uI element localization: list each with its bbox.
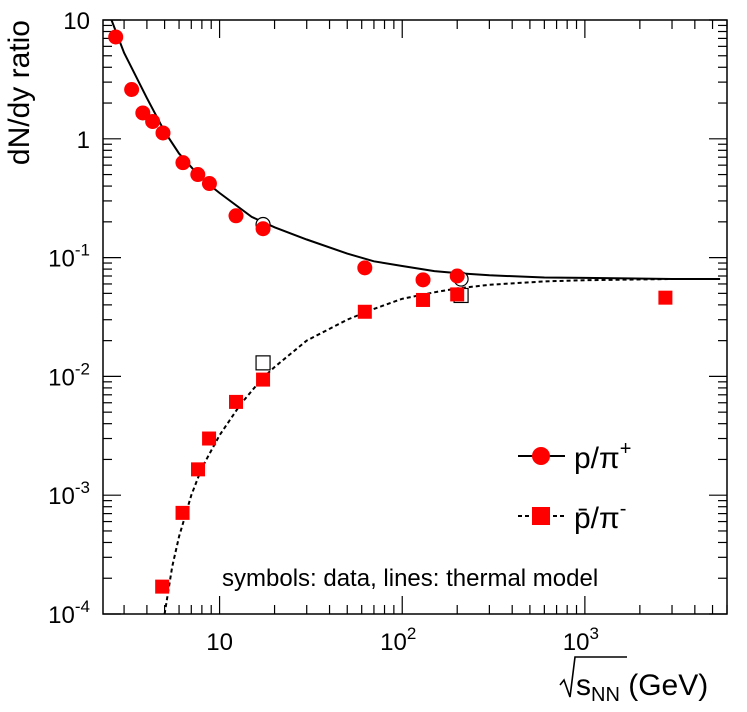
data-point-pbar-pi xyxy=(450,287,465,302)
y-tick-label-exponent: -1 xyxy=(75,241,90,260)
data-points xyxy=(108,29,673,594)
y-tick-label-base: 10 xyxy=(48,246,75,273)
x-label-s: s xyxy=(576,669,591,702)
y-tick-label: 1 xyxy=(77,127,90,154)
data-point-p-pi xyxy=(190,167,206,183)
legend-entry-pbar-pi: p̄/π- xyxy=(518,498,626,535)
svg-text:p/π+: p/π+ xyxy=(574,438,631,475)
data-point-pbar-pi xyxy=(416,292,431,307)
x-label-unit: (GeV) xyxy=(620,669,708,702)
data-point-p-pi xyxy=(228,208,244,224)
y-tick-label-base: 10 xyxy=(48,364,75,391)
data-point-p-pi xyxy=(201,176,217,192)
y-tick-label: 10 xyxy=(63,8,90,35)
x-label-subscript: NN xyxy=(591,684,620,706)
y-axis-label: dN/dy ratio xyxy=(3,20,36,165)
x-tick-label: 102 xyxy=(380,624,416,656)
data-point-pbar-pi xyxy=(228,394,243,409)
y-tick-label-base: 1 xyxy=(77,127,90,154)
data-point-p-pi xyxy=(449,268,465,284)
data-point-p-pi xyxy=(145,113,161,129)
y-tick-label-exponent: -3 xyxy=(75,478,90,497)
x-axis-label: sNN (GeV) xyxy=(559,656,708,706)
x-tick-label-base: 10 xyxy=(563,629,590,656)
y-tick-label-exponent: -4 xyxy=(75,597,90,616)
sqrt-sign xyxy=(559,656,627,698)
open-point-pbar-pi xyxy=(255,355,271,371)
x-tick-label-exponent: 3 xyxy=(589,624,598,643)
data-point-pbar-pi xyxy=(191,462,206,477)
x-tick-label: 103 xyxy=(563,624,599,656)
data-point-pbar-pi xyxy=(155,579,170,594)
thermal-line-pbar-pi xyxy=(163,278,721,614)
data-point-pbar-pi xyxy=(357,304,372,319)
data-point-pbar-pi xyxy=(658,290,673,305)
data-point-p-pi xyxy=(124,82,140,98)
legend-label-pbar-pi-sup: - xyxy=(620,498,627,520)
data-point-p-pi xyxy=(108,29,124,45)
data-point-p-pi xyxy=(357,260,373,276)
data-point-p-pi xyxy=(155,125,171,141)
data-point-p-pi xyxy=(255,221,271,237)
legend-label-p-pi-sup: + xyxy=(620,438,632,460)
y-tick-label: 10-3 xyxy=(48,478,90,510)
y-tick-label: 10-4 xyxy=(48,597,90,629)
y-tick-label-base: 10 xyxy=(63,8,90,35)
annotation-text: symbols: data, lines: thermal model xyxy=(222,565,598,592)
legend-label-pbar-pi: p̄/π xyxy=(574,502,620,535)
data-point-pbar-pi xyxy=(256,372,271,387)
model-lines xyxy=(110,20,721,614)
svg-text:p̄/π-: p̄/π- xyxy=(574,498,626,535)
data-point-p-pi xyxy=(175,155,191,171)
x-tick-label-base: 10 xyxy=(380,629,407,656)
data-point-pbar-pi xyxy=(175,505,190,520)
data-point-pbar-pi xyxy=(202,431,217,446)
legend-entry-p-pi: p/π+ xyxy=(518,438,631,475)
x-tick-label-exponent: 2 xyxy=(407,624,416,643)
y-tick-label-base: 10 xyxy=(48,483,75,510)
y-tick-label: 10-1 xyxy=(48,241,90,273)
legend: p/π+ p̄/π- xyxy=(518,438,631,535)
y-tick-label-base: 10 xyxy=(48,602,75,629)
thermal-line-p-pi xyxy=(110,20,721,280)
legend-marker-circle xyxy=(532,447,550,465)
legend-marker-square xyxy=(532,507,550,525)
x-tick-label-base: 10 xyxy=(206,629,233,656)
x-tick-label: 10 xyxy=(206,629,233,656)
legend-label-p-pi: p/π xyxy=(574,442,620,475)
y-tick-label: 10-2 xyxy=(48,359,90,391)
svg-text:sNN (GeV): sNN (GeV) xyxy=(576,669,708,706)
y-tick-label-exponent: -2 xyxy=(75,359,90,378)
plot-frame xyxy=(102,19,728,615)
data-point-p-pi xyxy=(415,272,431,288)
data-point-p-pi xyxy=(135,105,151,121)
